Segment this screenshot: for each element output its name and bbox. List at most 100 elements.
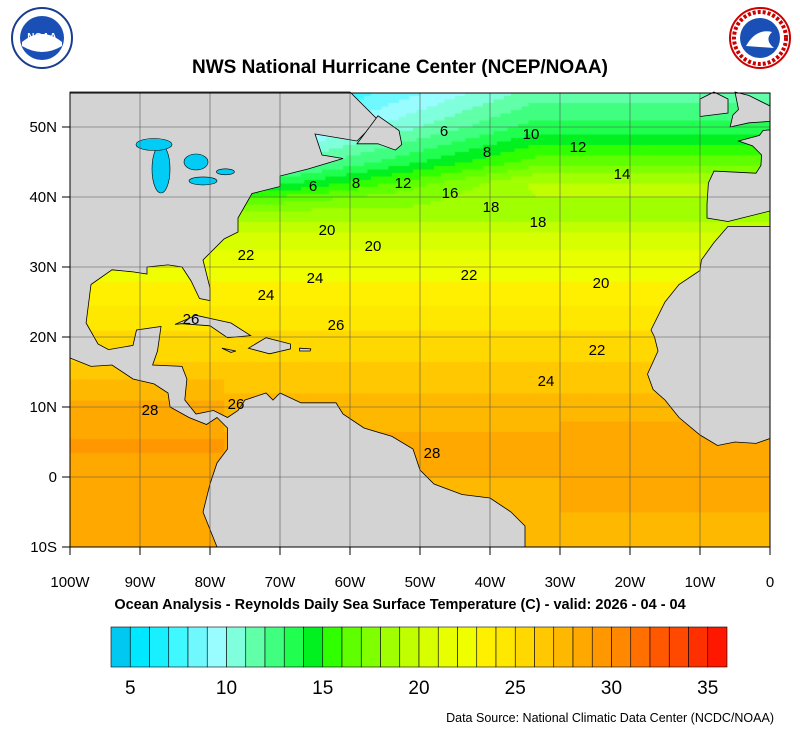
colorbar-swatch <box>437 626 458 668</box>
lon-tick-label: 50W <box>405 574 437 591</box>
lon-tick-label: 90W <box>125 574 157 591</box>
contour-label: 22 <box>238 247 255 264</box>
colorbar-swatch <box>649 626 670 668</box>
colorbar-tick-label: 20 <box>408 678 429 699</box>
lon-tick-label: 40W <box>475 574 507 591</box>
contour-label: 20 <box>319 222 336 239</box>
contour-label: 28 <box>142 402 159 419</box>
colorbar-tick-label: 30 <box>601 678 622 699</box>
contour-label: 10 <box>523 126 540 143</box>
noaa-logo: NOAA <box>11 7 73 69</box>
colorbar-tick-label: 15 <box>312 678 333 699</box>
page-title: NWS National Hurricane Center (NCEP/NOAA… <box>192 57 608 78</box>
colorbar-swatch <box>226 626 247 668</box>
colorbar-swatch <box>707 626 728 668</box>
lon-tick-label: 60W <box>335 574 367 591</box>
great-lake <box>216 168 235 176</box>
contour-label: 6 <box>440 123 448 140</box>
data-source: Data Source: National Climatic Data Cent… <box>446 711 774 725</box>
lat-tick-label: 30N <box>29 259 57 276</box>
colorbar-swatch <box>322 626 343 668</box>
land-jamaica <box>221 347 237 353</box>
graticule <box>70 93 770 547</box>
contour-label: 24 <box>307 270 324 287</box>
land-cuba <box>174 314 252 339</box>
colorbar-swatch <box>341 626 362 668</box>
contour-labels: 6 10 8 12 14 6 8 12 16 18 18 20 20 22 22 20 24 24 26 26 22 24… <box>142 123 631 462</box>
colorbar-swatch <box>688 626 709 668</box>
colorbar-swatch <box>380 626 401 668</box>
lat-tick-label: 10S <box>30 539 57 556</box>
colorbar-swatch <box>303 626 324 668</box>
colorbar-tick-label: 35 <box>697 678 718 699</box>
contour-label: 24 <box>538 373 555 390</box>
lon-tick-label: 70W <box>265 574 297 591</box>
colorbar-swatch <box>457 626 478 668</box>
colorbar-swatch <box>360 626 381 668</box>
colorbar-swatch <box>553 626 574 668</box>
colorbar-swatch <box>110 626 131 668</box>
colorbar-swatch <box>206 626 227 668</box>
colorbar-swatch <box>572 626 593 668</box>
colorbar-swatch <box>514 626 535 668</box>
colorbar-tick-label: 5 <box>125 678 136 699</box>
great-lake <box>183 153 209 171</box>
colorbar-swatch <box>149 626 170 668</box>
contour-label: 26 <box>183 311 200 328</box>
contour-label: 18 <box>483 199 500 216</box>
contour-label: 28 <box>424 445 441 462</box>
contour-label: 24 <box>258 287 275 304</box>
lon-tick-label: 0 <box>766 574 774 591</box>
map-subtitle: Ocean Analysis - Reynolds Daily Sea Surf… <box>114 597 686 613</box>
land-puerto-rico <box>299 347 312 352</box>
land-ireland <box>699 91 729 117</box>
contour-label: 20 <box>365 238 382 255</box>
land-africa <box>647 225 771 446</box>
colorbar-swatch <box>418 626 439 668</box>
colorbar-swatch <box>476 626 497 668</box>
contour-label: 18 <box>530 214 547 231</box>
noaa-logo-text: NOAA <box>27 32 56 43</box>
colorbar-swatch <box>245 626 266 668</box>
lon-tick-label: 30W <box>545 574 577 591</box>
colorbar-tick-label: 25 <box>505 678 526 699</box>
contour-label: 26 <box>228 396 245 413</box>
axis-ticks: 100W 90W 80W 70W 60W 50W 40W 30W 20W 10W 0 50N 40N 30… <box>29 119 774 591</box>
land-newfoundland <box>356 115 403 151</box>
land-iberia <box>706 129 771 222</box>
colorbar-swatch <box>630 626 651 668</box>
land-masses <box>69 91 771 548</box>
lat-tick-label: 10N <box>29 399 57 416</box>
lat-tick-label: 0 <box>49 469 57 486</box>
lat-tick-label: 20N <box>29 329 57 346</box>
colorbar-swatch <box>187 626 208 668</box>
colorbar-swatch <box>611 626 632 668</box>
contour-label: 12 <box>570 139 587 156</box>
lon-tick-label: 80W <box>195 574 227 591</box>
contour-label: 22 <box>589 342 606 359</box>
contour-label: 16 <box>442 185 459 202</box>
colorbar: 5 10 15 20 25 30 35 <box>110 626 728 699</box>
contour-label: 8 <box>352 175 360 192</box>
lat-tick-label: 50N <box>29 119 57 136</box>
contour-label: 22 <box>461 267 478 284</box>
great-lake <box>135 138 173 151</box>
contour-label: 6 <box>309 178 317 195</box>
contour-label: 26 <box>328 317 345 334</box>
lon-tick-label: 100W <box>50 574 90 591</box>
colorbar-swatch <box>283 626 304 668</box>
colorbar-swatch <box>168 626 189 668</box>
nws-logo <box>729 7 791 69</box>
lon-tick-label: 10W <box>685 574 717 591</box>
colorbar-swatch <box>668 626 689 668</box>
colorbar-swatch <box>129 626 150 668</box>
contour-label: 14 <box>614 166 631 183</box>
colorbar-tick-label: 10 <box>216 678 237 699</box>
contour-label: 8 <box>483 144 491 161</box>
lat-tick-label: 40N <box>29 189 57 206</box>
land-britain <box>729 91 771 128</box>
land-americas <box>69 91 526 548</box>
lon-tick-label: 20W <box>615 574 647 591</box>
colorbar-swatch <box>264 626 285 668</box>
